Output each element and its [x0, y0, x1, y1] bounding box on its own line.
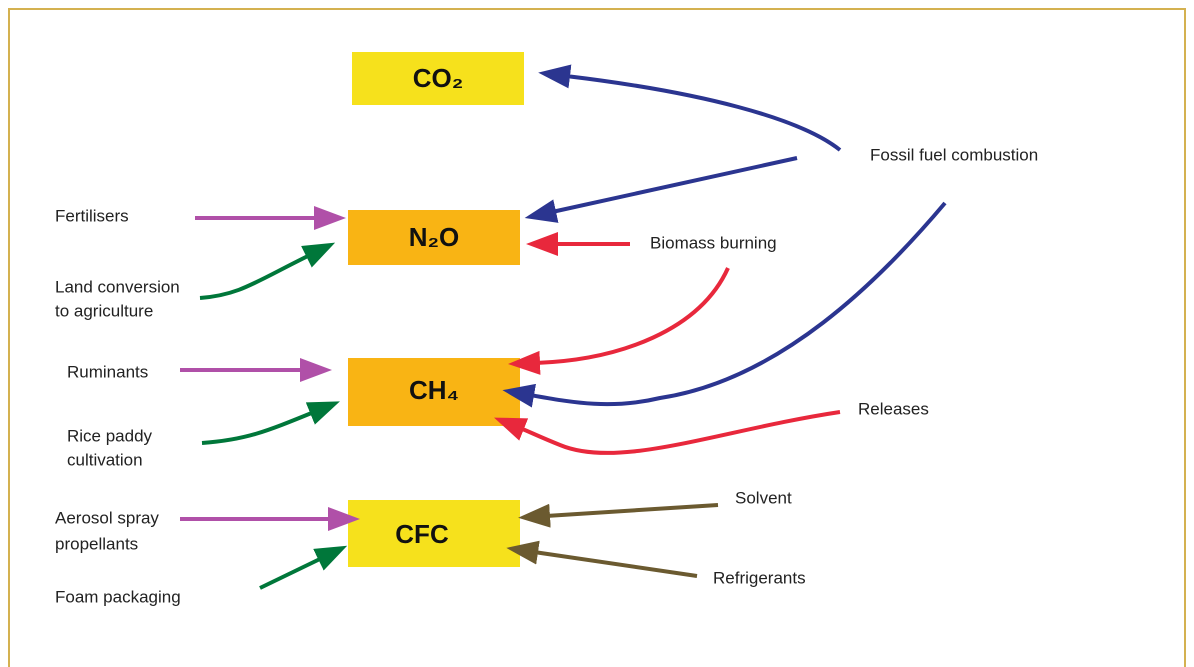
source-label: to agriculture	[55, 301, 153, 320]
source-label: Ruminants	[67, 362, 148, 381]
source-label: Rice paddy	[67, 426, 153, 445]
arrow	[524, 156, 798, 223]
arrow	[508, 267, 730, 375]
frame	[8, 8, 1186, 667]
gas-box	[348, 210, 520, 265]
arrow	[259, 545, 348, 590]
gas-label: CFC	[395, 519, 449, 549]
gas-boxes: CO₂ N₂O CH₄ CFC	[348, 52, 524, 567]
arrow	[518, 503, 719, 528]
arrow	[538, 64, 842, 152]
arrow	[199, 242, 336, 300]
source-label: Fossil fuel combustion	[870, 145, 1038, 164]
arrow	[201, 401, 340, 445]
gas-box	[348, 500, 520, 567]
source-label: propellants	[55, 534, 138, 553]
source-label: Releases	[858, 399, 929, 418]
source-label: Refrigerants	[713, 568, 806, 587]
source-label: Land conversion	[55, 277, 180, 296]
source-label: Aerosol spray	[55, 508, 159, 527]
arrows	[180, 64, 947, 590]
source-label: Fertilisers	[55, 206, 129, 225]
source-label: Biomass burning	[650, 233, 777, 252]
source-label: Solvent	[735, 488, 792, 507]
arrow	[506, 540, 698, 578]
source-label: Foam packaging	[55, 587, 181, 606]
source-label: cultivation	[67, 450, 143, 469]
gas-label: N₂O	[409, 222, 460, 252]
gas-label: CH₄	[409, 375, 459, 405]
gas-box	[352, 52, 524, 105]
arrow	[494, 410, 841, 455]
gas-label: CO₂	[413, 63, 464, 93]
arrow	[502, 201, 947, 408]
gas-box	[348, 358, 520, 426]
source-labels: Fossil fuel combustion Fertilisers Land …	[55, 145, 1038, 606]
